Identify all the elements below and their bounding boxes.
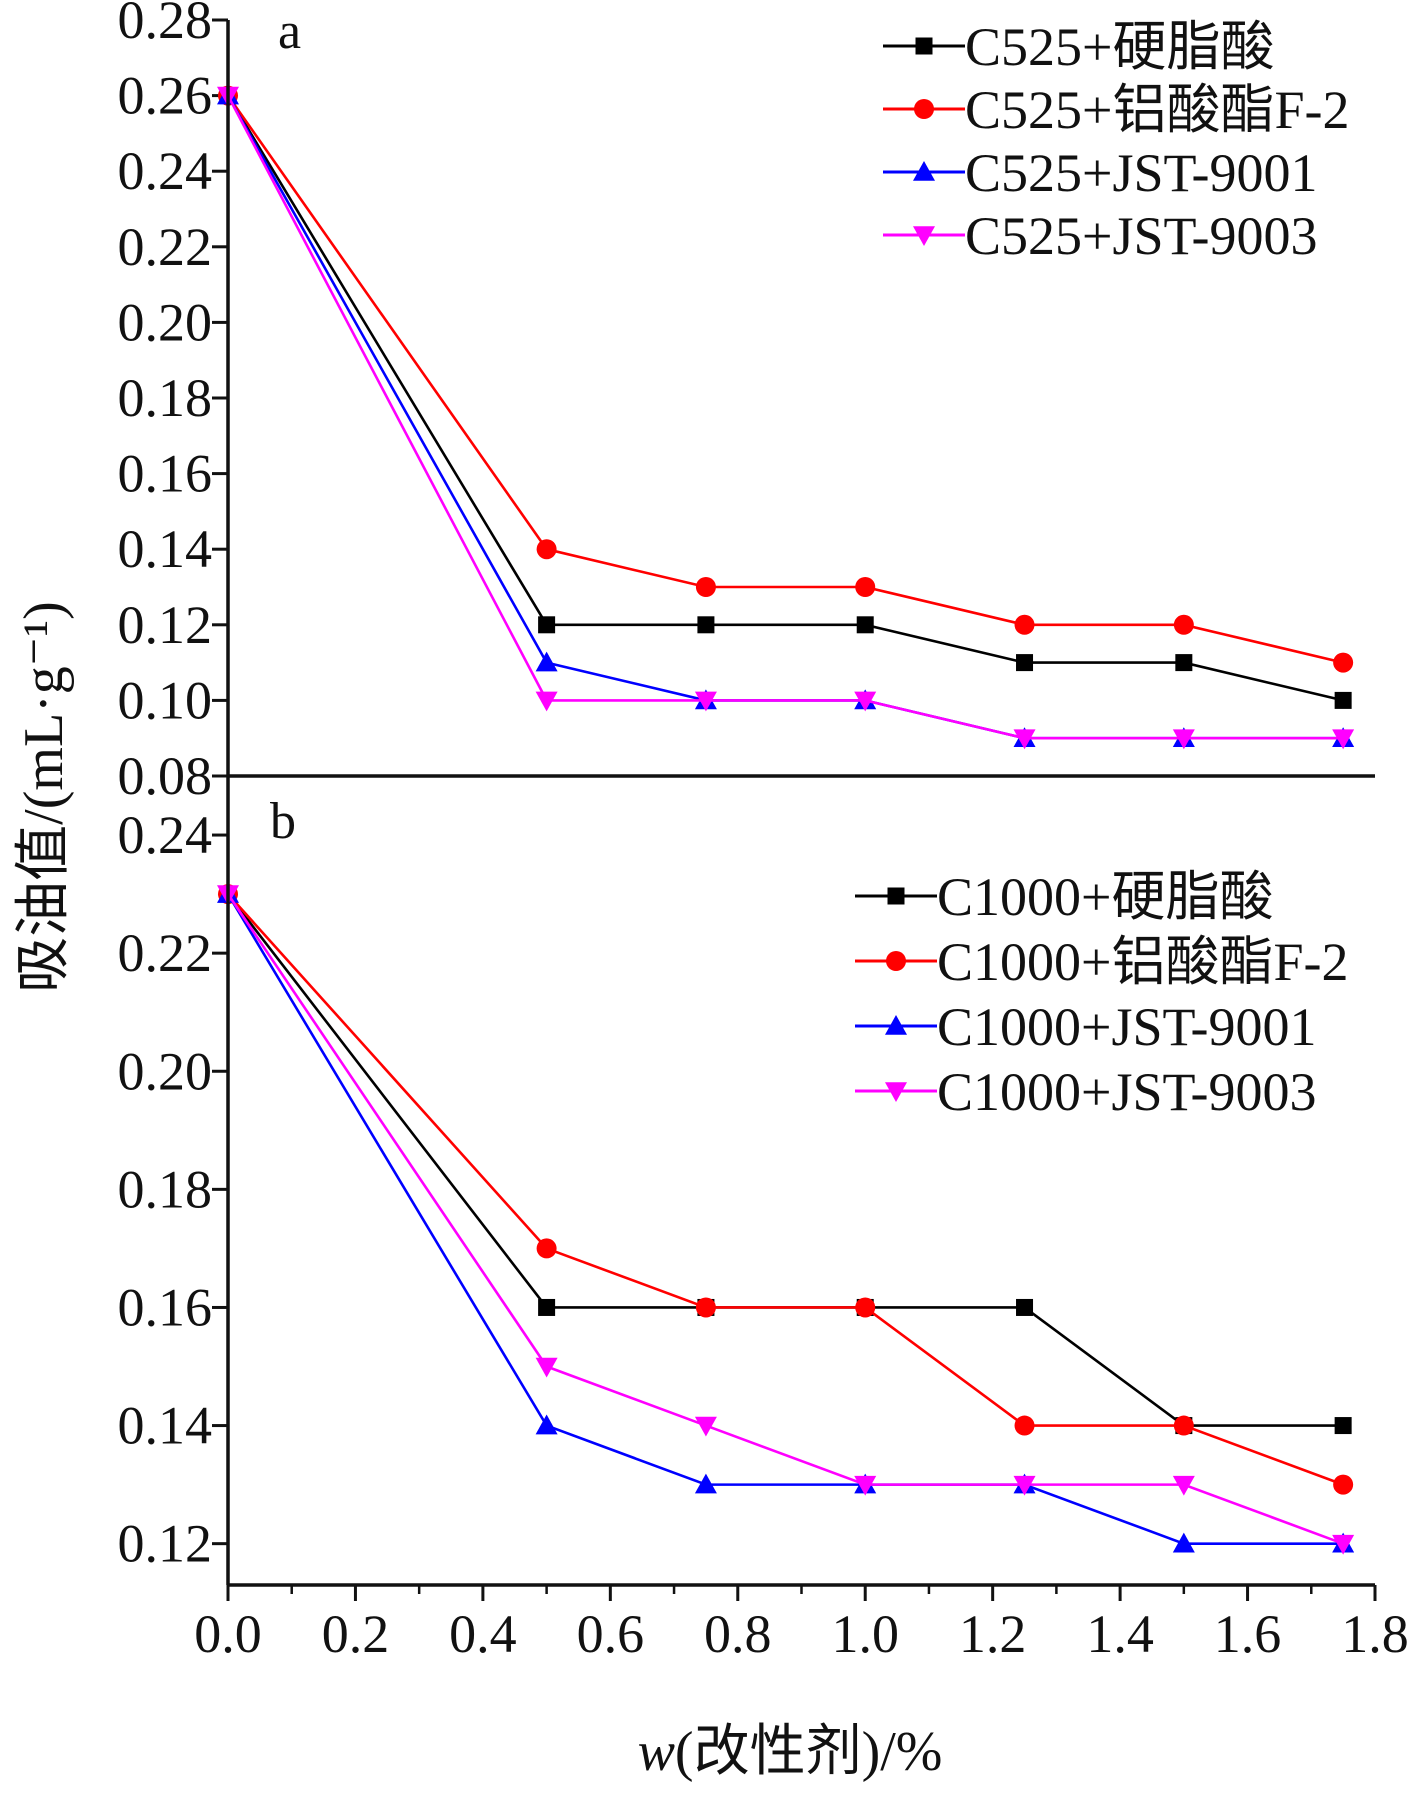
data-point (1333, 1474, 1354, 1495)
y-tick-label: 0.20 (118, 1041, 213, 1101)
y-tick-label: 0.24 (118, 805, 213, 865)
y-tick-label: 0.10 (118, 670, 213, 730)
y-tick-label: 0.14 (118, 1396, 213, 1456)
data-point (1175, 654, 1193, 672)
data-point (695, 577, 716, 597)
legend-marker (887, 887, 905, 905)
x-tick-label: 1.0 (831, 1604, 899, 1664)
y-tick-label: 0.20 (118, 292, 213, 352)
legend-label: C525+硬脂酸 (965, 17, 1274, 77)
x-tick-label: 0.4 (449, 1604, 517, 1664)
data-point (855, 1297, 876, 1318)
x-tick-label: 0.0 (194, 1604, 262, 1664)
data-point (538, 1298, 556, 1316)
x-tick-label: 1.4 (1086, 1604, 1154, 1664)
x-tick-label: 1.2 (959, 1604, 1027, 1664)
data-point (1172, 1475, 1195, 1496)
shared-axes: 0.0 0.2 0.4 0.6 0.8 1.0 1.2 1.4 1.6 1.8 w(改性剂)/% 吸油… (13, 20, 1409, 1783)
panel-label: a (278, 3, 301, 60)
y-tick-label: 0.18 (118, 368, 213, 428)
data-point (535, 1357, 558, 1378)
y-tick-label: 0.26 (118, 66, 213, 126)
data-point (694, 691, 717, 712)
y-tick-label: 0.16 (118, 444, 213, 504)
data-point (1334, 1417, 1352, 1435)
data-point (694, 1416, 717, 1437)
legend-marker (886, 951, 906, 971)
y-tick-label: 0.18 (118, 1159, 213, 1219)
legend-marker (913, 161, 935, 181)
data-point (1333, 652, 1354, 673)
data-point (854, 1475, 877, 1496)
data-point (1173, 614, 1194, 635)
data-point (1173, 1415, 1194, 1436)
data-point (1016, 1298, 1034, 1316)
x-tick-label: 0.2 (322, 1604, 390, 1664)
data-point (1014, 1415, 1035, 1436)
y-tick-label: 0.24 (118, 141, 213, 201)
data-point (1014, 614, 1035, 635)
data-point (1332, 1534, 1355, 1555)
y-tick-label: 0.14 (118, 519, 213, 579)
data-point (1332, 729, 1355, 750)
data-point (535, 651, 558, 672)
y-tick-label: 0.28 (118, 0, 213, 50)
data-point (694, 1473, 717, 1494)
data-point (536, 1238, 557, 1259)
data-point (855, 577, 876, 597)
data-point (1016, 654, 1034, 672)
y-axis-title: 吸油值/(mL·g⁻¹) (13, 601, 75, 993)
legend-label: C1000+铝酸酯F-2 (937, 932, 1349, 992)
data-point (538, 616, 556, 634)
x-tick-label: 0.6 (577, 1604, 645, 1664)
data-point (1013, 729, 1036, 750)
y-tick-label: 0.08 (118, 746, 213, 806)
panel-label: b (270, 793, 296, 850)
data-point (1013, 1475, 1036, 1496)
data-point (536, 539, 557, 560)
x-tick-label: 1.6 (1214, 1604, 1282, 1664)
legend-marker (913, 226, 935, 246)
panel-b: 0.120.140.160.180.200.220.24 bC1000+硬脂酸C1… (118, 793, 1355, 1574)
legend-label: C1000+硬脂酸 (937, 867, 1273, 927)
legend-marker (885, 1082, 907, 1102)
x-tick-label: 0.8 (704, 1604, 772, 1664)
legend-marker (885, 1015, 907, 1035)
x-tick-label: 1.8 (1341, 1604, 1409, 1664)
x-axis-title: w(改性剂)/% (638, 1721, 943, 1783)
y-tick-label: 0.12 (118, 595, 213, 655)
legend-label: C525+JST-9001 (965, 143, 1318, 203)
panel-a: 0.08 0.10 0.12 0.14 0.16 0.18 0.20 0.22 0.24 0.26… (118, 0, 1355, 806)
data-point (535, 691, 558, 712)
data-point (535, 1414, 558, 1435)
y-tick-label: 0.22 (118, 923, 213, 983)
legend-label: C525+铝酸酯F-2 (965, 80, 1350, 140)
data-point (854, 691, 877, 712)
y-tick-label: 0.16 (118, 1277, 213, 1337)
legend-marker (915, 37, 933, 55)
legend-marker (914, 99, 934, 119)
data-point (1334, 691, 1352, 709)
data-point (1172, 1532, 1195, 1553)
data-point (856, 616, 874, 634)
data-point (695, 1297, 716, 1318)
legend-label: C525+JST-9003 (965, 206, 1318, 266)
legend-label: C1000+JST-9001 (937, 997, 1317, 1057)
legend-label: C1000+JST-9003 (937, 1062, 1317, 1122)
data-point (697, 616, 715, 634)
y-tick-label: 0.12 (118, 1514, 213, 1574)
data-point (1172, 729, 1195, 750)
y-tick-label: 0.22 (118, 217, 213, 277)
